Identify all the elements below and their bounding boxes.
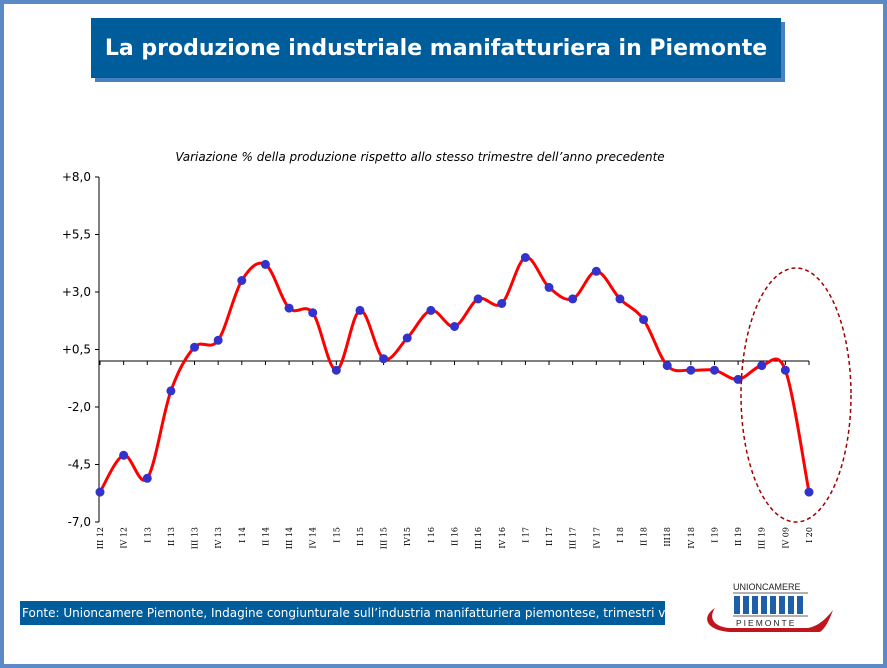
y-tick-label: +0,5 (62, 343, 91, 357)
x-tick-label: I 20 (805, 527, 814, 543)
slide-title: La produzione industriale manifatturiera… (104, 35, 768, 61)
data-point (190, 342, 200, 352)
x-tick-label: III 15 (380, 527, 389, 549)
x-tick-label: IV 14 (309, 527, 318, 549)
data-point (568, 294, 578, 304)
x-tick-label: IV 17 (592, 527, 601, 549)
data-point (260, 259, 270, 269)
data-point (355, 305, 365, 315)
data-point (780, 365, 790, 375)
data-point (591, 266, 601, 276)
x-tick-label: II 19 (734, 527, 743, 546)
x-tick-label: I 15 (332, 527, 341, 543)
data-point (686, 365, 696, 375)
data-point (639, 315, 649, 325)
x-tick-label: II 15 (356, 527, 365, 546)
chart-title: Variazione % della produzione rispetto a… (175, 150, 665, 164)
data-point (757, 361, 767, 371)
data-point (284, 303, 294, 313)
x-tick-label: IV 16 (498, 527, 507, 549)
data-point (119, 450, 129, 460)
x-tick-label: II 16 (451, 527, 460, 546)
data-point (95, 487, 105, 497)
y-tick-label: -2,0 (68, 400, 91, 414)
y-tick-label: +8,0 (62, 170, 91, 184)
unioncamere-logo: UNIONCAMERE PIEMONTE (707, 582, 833, 632)
x-tick-label: I 17 (521, 527, 530, 543)
data-point (544, 282, 554, 292)
data-point (615, 294, 625, 304)
data-point (520, 253, 530, 262)
x-tick-label: I 13 (143, 527, 152, 543)
y-tick-label: -4,5 (68, 458, 91, 472)
y-tick-label: -7,0 (68, 515, 91, 529)
data-point (379, 354, 389, 364)
x-tick-label: III 17 (569, 527, 578, 549)
x-tick-label: I 18 (616, 527, 625, 543)
x-tick-label: II 14 (261, 527, 270, 546)
data-point (709, 365, 719, 375)
x-tick-label: III 14 (285, 527, 294, 549)
data-point (308, 308, 318, 318)
data-point (804, 487, 814, 497)
x-tick-label: III 13 (191, 527, 200, 549)
data-point (331, 365, 341, 375)
data-point (426, 305, 436, 315)
data-point (450, 322, 459, 331)
highlight-ellipse (740, 267, 852, 523)
x-tick-label: III18 (663, 527, 672, 547)
x-tick-label: IV 09 (781, 527, 790, 549)
x-tick-label: IV 18 (687, 527, 696, 549)
title-banner: La produzione industriale manifatturiera… (91, 18, 781, 78)
x-tick-label: I 19 (710, 527, 719, 543)
x-tick-label: III 12 (96, 527, 105, 549)
svg-text:PIEMONTE: PIEMONTE (736, 618, 796, 628)
x-tick-label: II 17 (545, 527, 554, 546)
x-tick-label: I 16 (427, 527, 436, 543)
data-point (497, 299, 507, 308)
x-tick-label: III 16 (474, 527, 483, 549)
data-point (402, 333, 412, 343)
data-point (213, 335, 223, 345)
x-tick-label: IV 12 (120, 527, 129, 549)
data-point (237, 276, 247, 285)
y-tick-label: +5,5 (62, 228, 91, 242)
data-point (473, 294, 483, 304)
x-tick-label: IV 13 (214, 527, 223, 549)
data-point (142, 473, 152, 483)
x-tick-label: IV15 (403, 527, 412, 546)
data-point (662, 361, 672, 371)
svg-text:UNIONCAMERE: UNIONCAMERE (733, 582, 801, 592)
x-tick-label: II 18 (640, 527, 649, 546)
series-line (98, 255, 811, 493)
x-tick-label: I 14 (238, 527, 247, 543)
x-tick-label: III 19 (758, 527, 767, 549)
data-point (166, 386, 176, 396)
x-tick-label: II 13 (167, 527, 176, 546)
data-point (733, 374, 743, 384)
source-note: Fonte: Unioncamere Piemonte, Indagine co… (20, 601, 681, 625)
y-tick-label: +3,0 (62, 285, 91, 299)
